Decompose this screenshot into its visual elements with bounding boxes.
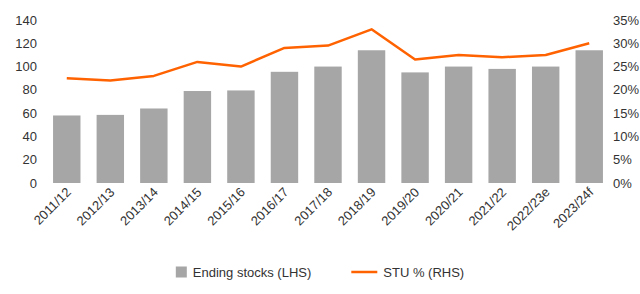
x-tick-label: 2023/24f <box>550 184 597 231</box>
line <box>67 29 589 80</box>
x-tick-label: 2018/19 <box>335 185 379 229</box>
y-tick-label: 120 <box>15 36 37 51</box>
y2-tick-label: 5% <box>613 152 632 167</box>
chart-container: 0 20 40 60 80 100 120 140 0% 5% 10% 15% 20% 25% 30% 35%… <box>0 0 640 294</box>
y-tick-label: 20 <box>23 152 37 167</box>
bar <box>445 67 472 183</box>
y2-tick-label: 20% <box>613 82 639 97</box>
x-tick-label: 2012/13 <box>74 185 118 229</box>
y-tick-label: 140 <box>15 13 37 28</box>
x-tick-label: 2019/20 <box>378 185 422 229</box>
chart-svg: 0 20 40 60 80 100 120 140 0% 5% 10% 15% 20% 25% 30% 35%… <box>0 0 640 294</box>
legend-label: STU % (RHS) <box>383 265 464 280</box>
y-tick-label: 80 <box>23 82 37 97</box>
bar <box>140 108 167 183</box>
bar <box>53 115 80 183</box>
y-tick-label: 100 <box>15 59 37 74</box>
x-tick-label: 2014/15 <box>161 185 205 229</box>
legend: Ending stocks (LHS) STU % (RHS) <box>176 265 464 280</box>
y2-tick-label: 35% <box>613 13 639 28</box>
plot-area <box>53 29 603 183</box>
legend-swatch <box>351 271 377 274</box>
bar <box>227 90 254 183</box>
bar <box>271 72 298 183</box>
legend-swatch <box>176 267 187 278</box>
bar <box>488 69 515 183</box>
y-tick-label: 0 <box>30 176 37 191</box>
y2-tick-label: 15% <box>613 106 639 121</box>
bar <box>97 115 124 183</box>
bar <box>358 50 385 183</box>
y2-tick-label: 10% <box>613 129 639 144</box>
x-tick-label: 2021/22 <box>465 185 509 229</box>
y2-tick-label: 30% <box>613 36 639 51</box>
bar <box>184 91 211 183</box>
legend-label: Ending stocks (LHS) <box>193 265 312 280</box>
x-tick-label: 2020/21 <box>422 185 466 229</box>
x-tick-label: 2022/23e <box>504 185 553 234</box>
bar <box>532 67 559 183</box>
y2-tick-label: 25% <box>613 59 639 74</box>
x-tick-label: 2011/12 <box>31 185 74 228</box>
bar <box>401 72 428 183</box>
y2-tick-label: 0% <box>613 176 632 191</box>
x-tick-label: 2017/18 <box>291 185 335 229</box>
x-tick-label: 2013/14 <box>117 185 161 229</box>
x-tick-label: 2016/17 <box>248 185 292 229</box>
x-tick-label: 2015/16 <box>204 185 248 229</box>
bar <box>314 67 341 183</box>
y-tick-label: 40 <box>23 129 37 144</box>
y-tick-label: 60 <box>23 106 37 121</box>
bar <box>576 50 603 183</box>
